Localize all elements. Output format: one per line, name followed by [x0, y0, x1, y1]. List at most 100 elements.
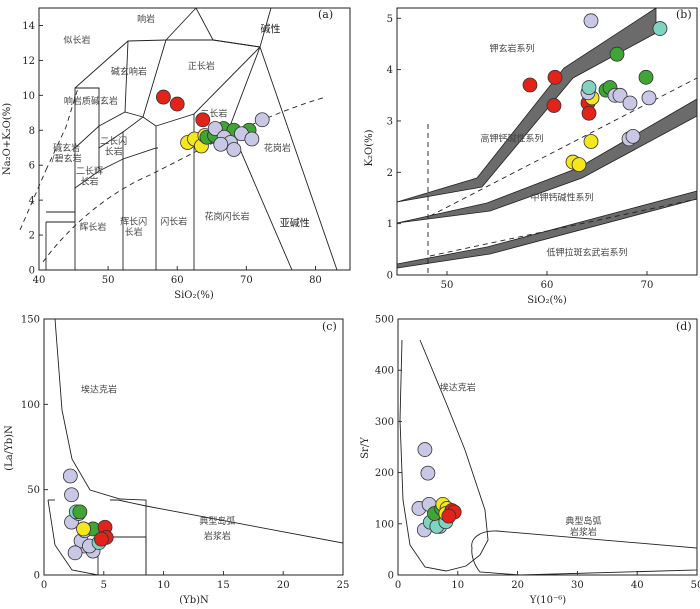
yellow-sample-point [571, 157, 587, 173]
panel-c-tag: (c) [322, 320, 337, 333]
y-tick-label: 3 [387, 116, 393, 127]
lavender-sample-point [64, 487, 79, 503]
field-label: 花岗闪长岩 [204, 210, 249, 222]
red-sample-point [155, 89, 171, 105]
y-tick-label: 500 [375, 315, 394, 326]
panel-a-axes: 40 50 60 70 80 0 2 4 6 8 10 12 14 [22, 21, 322, 286]
x-tick-label: 40 [631, 580, 644, 591]
y-tick-label: 100 [21, 400, 40, 411]
y-tick-label: 400 [375, 366, 394, 377]
y-tick-label: 5 [387, 14, 393, 25]
field-label: 低钾拉斑玄武岩系列 [546, 246, 627, 258]
panel-c-fields [47, 318, 344, 576]
panel-d-axes: 010203040500100200300400500 [375, 315, 700, 592]
panel-a-frame [38, 7, 351, 271]
panel-b-axes: 50 60 70 0 1 2 3 4 5 [387, 14, 654, 291]
y-tick-label: 4 [29, 196, 35, 207]
field-label: 长岩 [80, 175, 98, 187]
panel-d-xlabel: Y(10⁻⁶) [529, 595, 567, 606]
panel-d-frame [397, 318, 698, 576]
field-label: 碱玄岩 [53, 142, 80, 154]
panel-c-axes: 0 5 10 15 20 25 0 50 100 150 [21, 315, 349, 592]
red-sample-point [169, 96, 185, 112]
y-tick-label: 10 [22, 91, 35, 102]
field-label: 似长岩 [64, 34, 91, 46]
x-tick-label: 25 [337, 580, 350, 591]
lavender-sample-point [622, 95, 638, 111]
y-tick-label: 0 [29, 266, 35, 277]
y-tick-label: 8 [29, 126, 35, 137]
field-label: 中钾钙碱性系列 [530, 192, 593, 204]
x-tick-label: 60 [541, 280, 554, 291]
y-tick-label: 300 [375, 417, 394, 428]
panel-a-fields [19, 7, 338, 271]
x-tick-label: 50 [102, 275, 115, 286]
field-label: 碱玄响岩 [111, 65, 147, 77]
field-label: 长岩 [105, 146, 123, 158]
field-label: 花岗岩 [264, 142, 291, 154]
y-tick-label: 1 [387, 219, 393, 230]
field-label: 辉长闪 [120, 216, 147, 228]
green-sample-point [609, 46, 625, 62]
panel-b-ylabel: K₂O(%) [364, 129, 375, 166]
y-tick-label: 200 [375, 468, 394, 479]
panel-a-xlabel: SiO₂(%) [174, 290, 214, 301]
field-label: /碧玄岩 [52, 153, 82, 165]
lavender-sample-point [67, 545, 83, 561]
lavender-sample-point [641, 90, 657, 106]
panel-d: (d) 010203040500100200300400500 埃达克岩典型岛弧… [360, 315, 700, 607]
lavender-sample-point [612, 87, 628, 103]
field-label: 长岩 [125, 226, 143, 238]
panel-c-xlabel: (Yb)N [179, 595, 209, 606]
x-tick-label: 10 [157, 580, 170, 591]
teal-sample-point [581, 80, 597, 95]
y-tick-label: 14 [22, 21, 35, 32]
x-tick-label: 20 [277, 580, 290, 591]
lavender-sample-point [625, 128, 641, 144]
lavender-sample-point [254, 112, 270, 128]
red-sample-point [547, 69, 563, 85]
panel-b: (b) 50 60 70 0 1 2 3 4 5 钾玄岩系列高钾钙碱性系列中钾钙碱性系列低钾拉斑… [364, 7, 698, 306]
panel-a-points [155, 89, 270, 157]
x-tick-label: 70 [240, 275, 253, 286]
lavender-sample-point [417, 442, 433, 457]
field-label: 闪长岩 [160, 216, 187, 228]
lavender-sample-point [213, 136, 229, 152]
red-sample-point [581, 105, 597, 121]
field-label: 碱性 [261, 22, 281, 35]
field-label: 岩浆岩 [204, 530, 231, 542]
panel-c-frame [43, 318, 344, 576]
green-sample-point [72, 504, 88, 520]
red-sample-point [94, 531, 109, 547]
yellow-sample-point [583, 134, 599, 149]
x-tick-label: 70 [641, 280, 654, 291]
y-tick-label: 6 [29, 161, 35, 172]
x-tick-label: 40 [33, 275, 46, 286]
lavender-sample-point [207, 121, 223, 136]
field-label: 埃达克岩 [440, 382, 476, 394]
x-tick-label: 0 [41, 580, 47, 591]
red-sample-point [522, 77, 538, 93]
lavender-sample-point [420, 465, 436, 481]
field-label: 正长岩 [188, 60, 215, 72]
field-label: 埃达克岩 [81, 383, 117, 395]
panel-c-ylabel: (La/Yb)N [4, 425, 15, 471]
y-tick-label: 150 [21, 315, 40, 326]
red-sample-point [546, 98, 562, 113]
red-sample-point [441, 508, 457, 524]
lavender-sample-point [226, 142, 242, 157]
lavender-sample-point [244, 131, 260, 147]
x-tick-label: 80 [309, 275, 322, 286]
red-sample-point [195, 112, 211, 128]
y-tick-label: 2 [29, 231, 35, 242]
y-tick-label: 4 [387, 65, 393, 76]
lavender-sample-point [583, 13, 599, 29]
x-tick-label: 15 [217, 580, 230, 591]
y-tick-label: 0 [388, 571, 394, 582]
